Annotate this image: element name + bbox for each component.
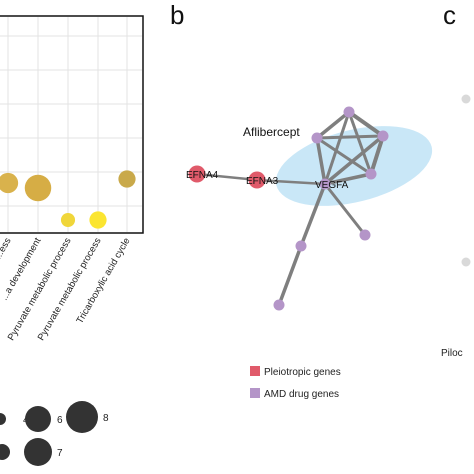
panel-c-label: Piloc — [441, 348, 463, 359]
node-label: EFNA3 — [246, 176, 279, 187]
network-edges — [195, 110, 385, 307]
size-legend-bubble — [25, 406, 51, 432]
legend-label-amd: AMD drug genes — [264, 389, 339, 400]
network-node — [311, 132, 323, 144]
network-edge — [315, 134, 385, 140]
network-edge — [315, 136, 373, 176]
x-tick-label: ...ess — [0, 236, 14, 261]
network-edge — [347, 110, 373, 176]
panel-letter-b: b — [170, 0, 184, 30]
network-node — [365, 168, 377, 180]
network-node — [343, 106, 355, 118]
network-node — [248, 171, 266, 189]
drug-label: Aflibercept — [243, 125, 300, 139]
network-edge — [347, 110, 385, 138]
network-edge — [323, 110, 351, 186]
network-edge — [277, 244, 303, 307]
size-legend-bubble — [0, 444, 10, 460]
panel-letter-c: c — [443, 0, 456, 30]
network-edge — [323, 182, 367, 237]
network-panel: b Aflibercept EFNA4 EFNA3 VEGFA Pleiotropi… — [170, 0, 433, 400]
panel-c-node — [461, 94, 471, 104]
network-edge — [299, 182, 327, 248]
network-edge — [195, 172, 259, 182]
network-node — [295, 240, 307, 252]
plot-frame — [0, 15, 144, 234]
size-legend-bubble — [24, 438, 52, 466]
panel-c: c Piloc — [441, 0, 471, 359]
network-node — [359, 229, 371, 241]
bubbles — [0, 170, 136, 229]
node-label: VEGFA — [315, 180, 349, 191]
size-legend-bubble — [66, 401, 98, 433]
size-legend-label: 8 — [103, 413, 109, 424]
network-edge — [255, 178, 327, 186]
network-node — [377, 130, 389, 142]
drug-region — [275, 126, 433, 206]
network-node — [319, 178, 331, 190]
bubble — [118, 170, 136, 188]
network-node — [188, 165, 206, 183]
network-edge — [315, 136, 327, 186]
x-tick-label: Tricarboxylic acid cycle — [74, 236, 132, 326]
panel-c-node — [461, 257, 471, 267]
bubble — [0, 172, 19, 194]
network-nodes: EFNA4 EFNA3 VEGFA — [186, 106, 389, 311]
node-label: EFNA4 — [186, 170, 219, 181]
size-legend-label: 7 — [57, 448, 63, 459]
grid — [0, 17, 142, 232]
legend-swatch-amd — [250, 388, 260, 398]
network-legend: Pleiotropic genes AMD drug genes — [250, 366, 341, 400]
legend-label-pleiotropic: Pleiotropic genes — [264, 367, 341, 378]
network-node — [273, 299, 285, 311]
bubble — [89, 211, 107, 229]
legend-swatch-pleiotropic — [250, 366, 260, 376]
network-edge — [369, 134, 385, 176]
network-edge — [323, 134, 385, 186]
size-legend-bubble — [0, 413, 6, 425]
network-edge — [323, 172, 373, 186]
bubble — [24, 174, 52, 202]
size-legend-label: 6 — [57, 415, 63, 426]
network-edge — [315, 110, 351, 140]
size-legend: 45678 — [0, 401, 109, 466]
bubble — [60, 212, 76, 228]
